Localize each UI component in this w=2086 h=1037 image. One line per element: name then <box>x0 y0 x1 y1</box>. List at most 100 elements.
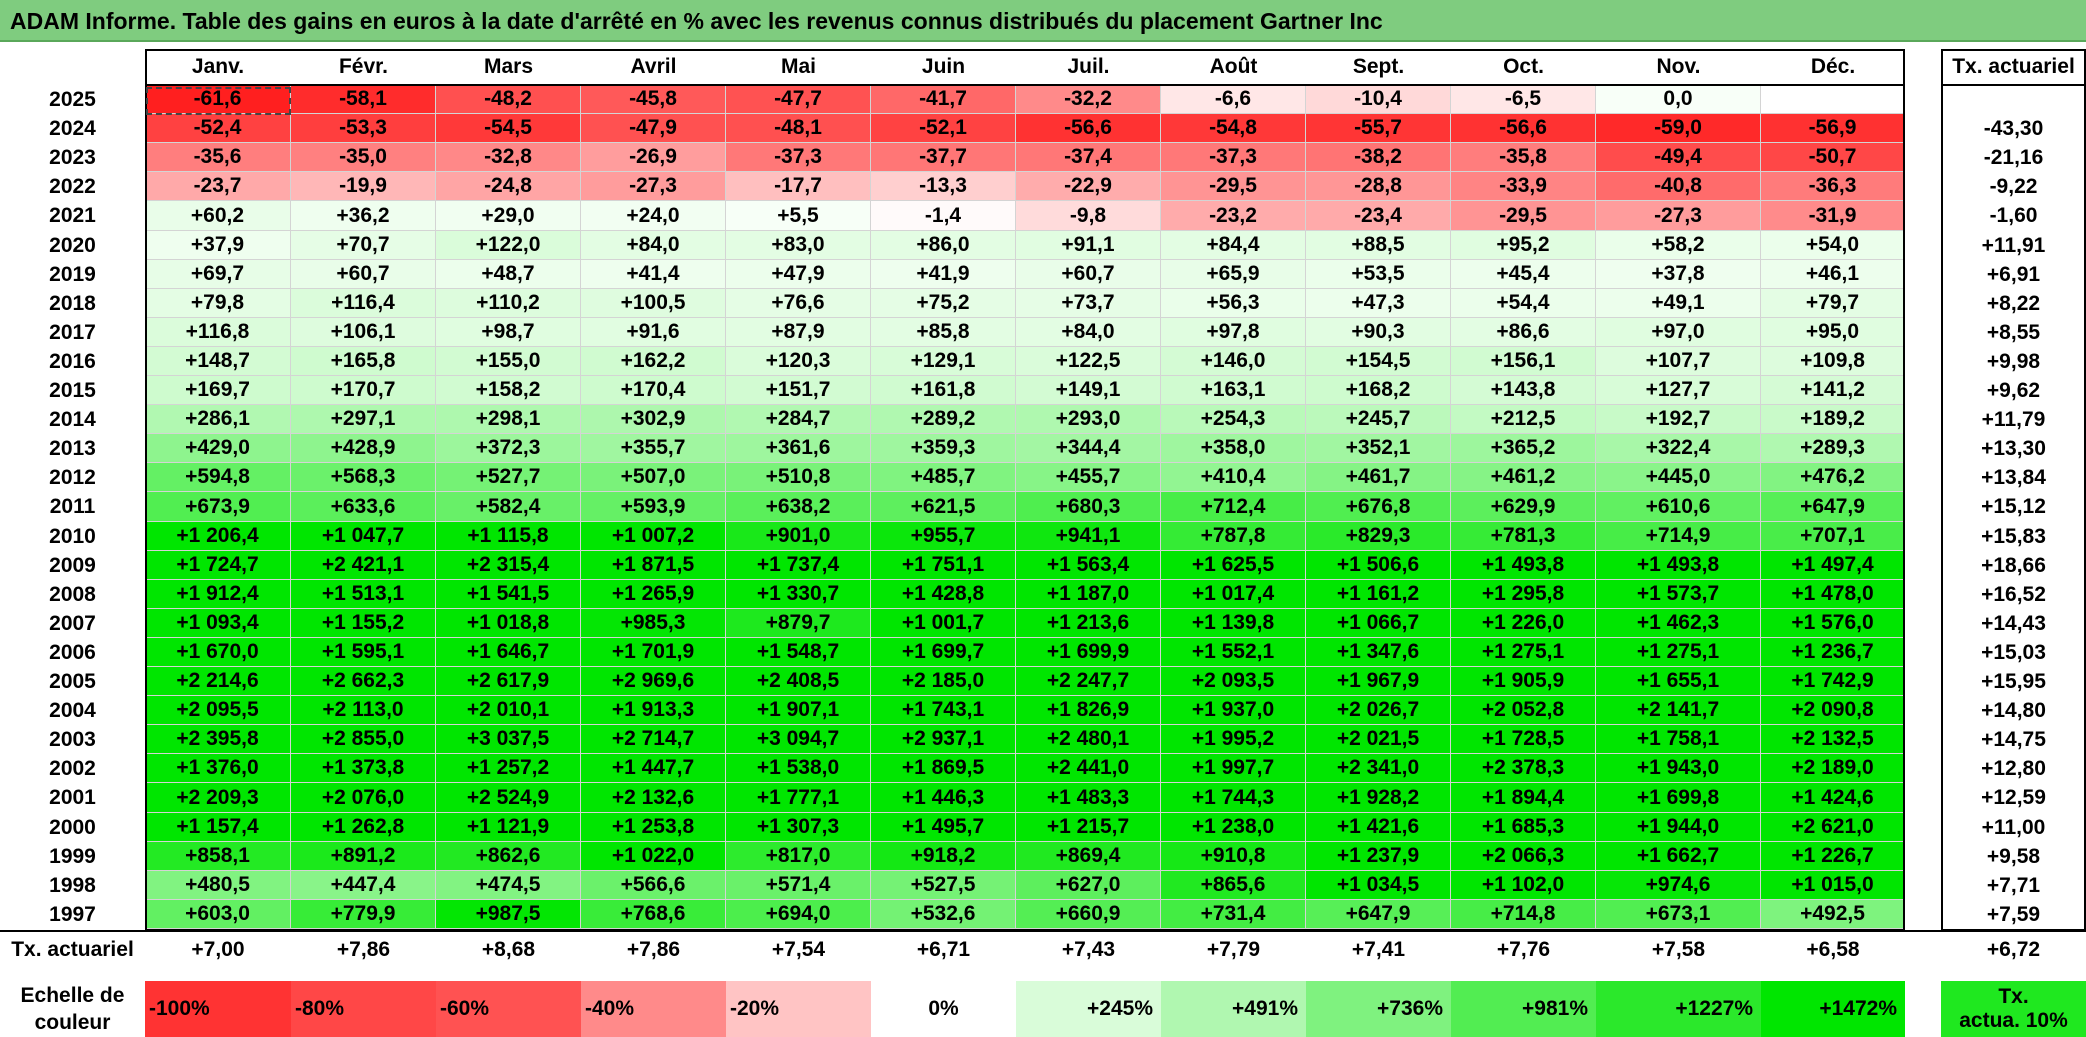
table-cell[interactable]: +447,4 <box>291 871 436 900</box>
table-cell[interactable]: +1 275,1 <box>1596 638 1761 667</box>
table-cell[interactable]: +1 913,3 <box>581 696 726 725</box>
table-cell[interactable]: +2 395,8 <box>145 725 291 754</box>
table-cell[interactable]: +1 347,6 <box>1306 638 1451 667</box>
table-cell[interactable]: +594,8 <box>145 463 291 492</box>
table-cell[interactable]: +1 206,4 <box>145 522 291 551</box>
table-cell[interactable]: +76,6 <box>726 289 871 318</box>
table-cell[interactable]: -26,9 <box>581 143 726 172</box>
table-cell[interactable]: +1 625,5 <box>1161 551 1306 580</box>
table-cell[interactable]: +302,9 <box>581 405 726 434</box>
table-cell[interactable]: +2 214,6 <box>145 667 291 696</box>
table-cell[interactable]: +169,7 <box>145 376 291 405</box>
table-cell[interactable]: +1 928,2 <box>1306 783 1451 813</box>
table-cell[interactable]: +90,3 <box>1306 318 1451 347</box>
table-cell[interactable]: +151,7 <box>726 376 871 405</box>
table-cell[interactable]: +1 447,7 <box>581 754 726 783</box>
table-cell[interactable]: +2 113,0 <box>291 696 436 725</box>
table-cell[interactable]: +1 869,5 <box>871 754 1016 783</box>
table-cell[interactable]: +1 826,9 <box>1016 696 1161 725</box>
table-cell[interactable]: +731,4 <box>1161 900 1306 929</box>
table-cell[interactable]: +2 132,6 <box>581 783 726 813</box>
table-cell[interactable]: +41,4 <box>581 260 726 289</box>
table-cell[interactable]: +1 102,0 <box>1451 871 1596 900</box>
table-cell[interactable]: +1 728,5 <box>1451 725 1596 754</box>
table-cell[interactable]: +163,1 <box>1161 376 1306 405</box>
table-cell[interactable]: +633,6 <box>291 492 436 522</box>
table-cell[interactable]: +165,8 <box>291 347 436 376</box>
table-cell[interactable]: +1 699,7 <box>871 638 1016 667</box>
table-cell[interactable]: +84,4 <box>1161 231 1306 260</box>
table-cell[interactable]: +2 132,5 <box>1761 725 1905 754</box>
table-cell[interactable] <box>1761 85 1905 114</box>
table-cell[interactable]: -59,0 <box>1596 114 1761 143</box>
table-cell[interactable]: +73,7 <box>1016 289 1161 318</box>
table-cell[interactable]: +1 737,4 <box>726 551 871 580</box>
table-cell[interactable]: +1 699,9 <box>1016 638 1161 667</box>
table-cell[interactable]: +566,6 <box>581 871 726 900</box>
table-cell[interactable]: +106,1 <box>291 318 436 347</box>
table-cell[interactable]: +95,0 <box>1761 318 1905 347</box>
table-cell[interactable]: +85,8 <box>871 318 1016 347</box>
table-cell[interactable]: +95,2 <box>1451 231 1596 260</box>
table-cell[interactable]: +1 655,1 <box>1596 667 1761 696</box>
table-cell[interactable]: +1 187,0 <box>1016 580 1161 609</box>
table-cell[interactable]: +156,1 <box>1451 347 1596 376</box>
table-cell[interactable]: -41,7 <box>871 85 1016 114</box>
table-cell[interactable]: +1 563,4 <box>1016 551 1161 580</box>
table-cell[interactable]: -37,3 <box>726 143 871 172</box>
table-cell[interactable]: +829,3 <box>1306 522 1451 551</box>
table-cell[interactable]: +84,0 <box>581 231 726 260</box>
table-cell[interactable]: +918,2 <box>871 842 1016 871</box>
table-cell[interactable]: +2 441,0 <box>1016 754 1161 783</box>
table-cell[interactable]: +1 497,4 <box>1761 551 1905 580</box>
table-cell[interactable]: -47,7 <box>726 85 871 114</box>
table-cell[interactable]: +146,0 <box>1161 347 1306 376</box>
table-cell[interactable]: +476,2 <box>1761 463 1905 492</box>
table-cell[interactable]: +621,5 <box>871 492 1016 522</box>
table-cell[interactable]: +1 513,1 <box>291 580 436 609</box>
table-cell[interactable]: +1 995,2 <box>1161 725 1306 754</box>
table-cell[interactable]: +429,0 <box>145 434 291 463</box>
table-cell[interactable]: +568,3 <box>291 463 436 492</box>
table-cell[interactable]: +1 376,0 <box>145 754 291 783</box>
table-cell[interactable]: +47,3 <box>1306 289 1451 318</box>
table-cell[interactable]: +1 121,9 <box>436 813 581 842</box>
table-cell[interactable]: -19,9 <box>291 172 436 201</box>
table-cell[interactable]: +189,2 <box>1761 405 1905 434</box>
table-cell[interactable]: -36,3 <box>1761 172 1905 201</box>
table-cell[interactable]: +54,0 <box>1761 231 1905 260</box>
table-cell[interactable]: +2 026,7 <box>1306 696 1451 725</box>
table-cell[interactable]: +91,6 <box>581 318 726 347</box>
table-cell[interactable]: +1 743,1 <box>871 696 1016 725</box>
table-cell[interactable]: +1 758,1 <box>1596 725 1761 754</box>
table-cell[interactable]: -52,4 <box>145 114 291 143</box>
table-cell[interactable]: +58,2 <box>1596 231 1761 260</box>
table-cell[interactable]: +284,7 <box>726 405 871 434</box>
table-cell[interactable]: -55,7 <box>1306 114 1451 143</box>
table-cell[interactable]: +1 236,7 <box>1761 638 1905 667</box>
table-cell[interactable]: +714,9 <box>1596 522 1761 551</box>
table-cell[interactable]: -23,4 <box>1306 201 1451 231</box>
table-cell[interactable]: +245,7 <box>1306 405 1451 434</box>
table-cell[interactable]: +322,4 <box>1596 434 1761 463</box>
table-cell[interactable]: +1 155,2 <box>291 609 436 638</box>
table-cell[interactable]: +161,8 <box>871 376 1016 405</box>
table-cell[interactable]: +1 871,5 <box>581 551 726 580</box>
table-cell[interactable]: +787,8 <box>1161 522 1306 551</box>
table-cell[interactable]: +527,5 <box>871 871 1016 900</box>
table-cell[interactable]: +527,7 <box>436 463 581 492</box>
table-cell[interactable]: +865,6 <box>1161 871 1306 900</box>
table-cell[interactable]: +1 295,8 <box>1451 580 1596 609</box>
table-cell[interactable]: +660,9 <box>1016 900 1161 929</box>
table-cell[interactable]: -38,2 <box>1306 143 1451 172</box>
table-cell[interactable]: +83,0 <box>726 231 871 260</box>
table-cell[interactable]: -10,4 <box>1306 85 1451 114</box>
table-cell[interactable]: +1 015,0 <box>1761 871 1905 900</box>
table-cell[interactable]: +1 215,7 <box>1016 813 1161 842</box>
table-cell[interactable]: +47,9 <box>726 260 871 289</box>
table-cell[interactable]: -32,2 <box>1016 85 1161 114</box>
table-cell[interactable]: +170,4 <box>581 376 726 405</box>
table-cell[interactable]: +910,8 <box>1161 842 1306 871</box>
table-cell[interactable]: +1 226,7 <box>1761 842 1905 871</box>
table-cell[interactable]: +2 408,5 <box>726 667 871 696</box>
